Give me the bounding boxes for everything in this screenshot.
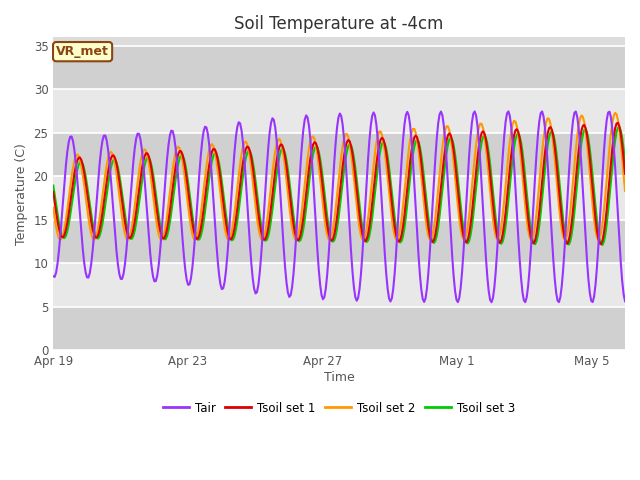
Bar [53,176,625,220]
Y-axis label: Temperature (C): Temperature (C) [15,143,28,245]
Text: VR_met: VR_met [56,45,109,58]
X-axis label: Time: Time [324,371,355,384]
Bar [53,307,625,350]
Bar [53,89,625,133]
Bar [53,264,625,307]
Bar [53,220,625,264]
Title: Soil Temperature at -4cm: Soil Temperature at -4cm [234,15,444,33]
Bar [53,46,625,89]
Bar [53,133,625,176]
Legend: Tair, Tsoil set 1, Tsoil set 2, Tsoil set 3: Tair, Tsoil set 1, Tsoil set 2, Tsoil se… [159,397,520,419]
